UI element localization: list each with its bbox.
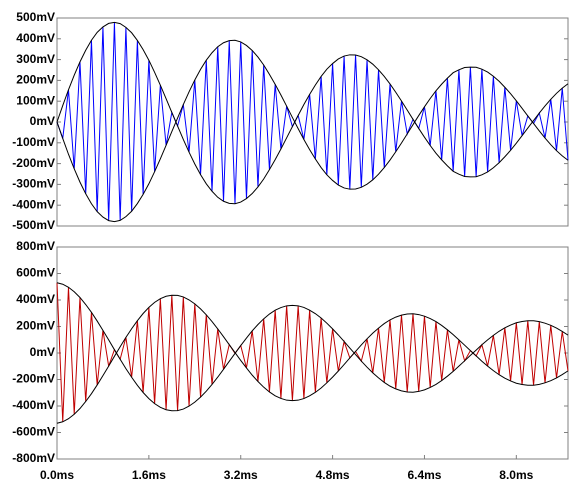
y-tick-label: -500mV xyxy=(12,218,55,232)
y-tick-label: -400mV xyxy=(12,398,55,412)
waveform-trace xyxy=(56,294,569,424)
y-tick-label: 400mV xyxy=(16,31,55,45)
waveform-trace xyxy=(56,39,569,223)
x-tick-label: 3.2ms xyxy=(224,468,258,482)
x-tick-label: 4.8ms xyxy=(316,468,350,482)
y-tick-label: 600mV xyxy=(16,266,55,280)
waveform-trace xyxy=(56,22,569,221)
y-tick-label: -200mV xyxy=(12,156,55,170)
y-tick-label: 300mV xyxy=(16,52,55,66)
x-tick-label: 8.0ms xyxy=(499,468,533,482)
y-tick-label: 200mV xyxy=(16,319,55,333)
waveform-trace xyxy=(56,21,569,205)
waveform-trace xyxy=(56,282,569,422)
y-tick-label: -400mV xyxy=(12,197,55,211)
y-tick-label: 800mV xyxy=(16,239,55,253)
y-tick-label: 0mV xyxy=(30,345,55,359)
y-tick-label: -800mV xyxy=(12,451,55,465)
y-tick-label: 0mV xyxy=(30,114,55,128)
x-tick-label: 1.6ms xyxy=(132,468,166,482)
y-tick-label: 400mV xyxy=(16,292,55,306)
y-tick-label: -100mV xyxy=(12,135,55,149)
waveform-trace xyxy=(56,282,569,412)
y-tick-label: 100mV xyxy=(16,93,55,107)
y-tick-label: -600mV xyxy=(12,425,55,439)
x-tick-label: 6.4ms xyxy=(407,468,441,482)
y-tick-label: 200mV xyxy=(16,73,55,87)
y-tick-label: -200mV xyxy=(12,372,55,386)
x-tick-label: 0.0ms xyxy=(40,468,74,482)
y-tick-label: 500mV xyxy=(16,10,55,24)
y-tick-label: -300mV xyxy=(12,177,55,191)
